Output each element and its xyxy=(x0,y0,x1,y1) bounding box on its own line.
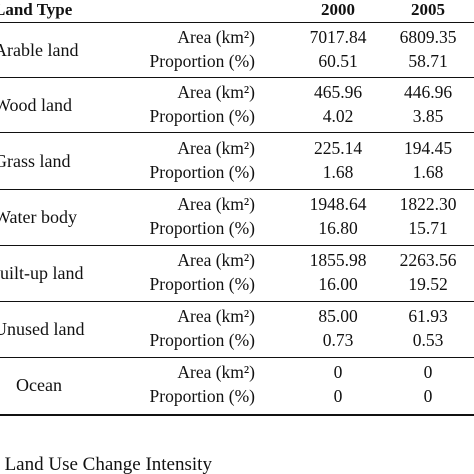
land-type-label: Wood land xyxy=(0,95,73,115)
metric-area-label: Area (km²) xyxy=(177,27,255,47)
metric-proportion-label: Proportion (%) xyxy=(149,51,255,71)
table-row: Grass land Area (km²) Proportion (%) 225… xyxy=(0,134,474,188)
land-type-label: Grass land xyxy=(0,151,71,171)
table-bottom-rule xyxy=(0,414,474,416)
land-type-label: Unused land xyxy=(0,319,85,339)
proportion-2000-value: 16.80 xyxy=(318,218,358,238)
metric-area-label: Area (km²) xyxy=(177,362,255,382)
row-divider xyxy=(0,357,474,358)
area-2000-value: 0 xyxy=(333,362,343,382)
proportion-2005-value: 0 xyxy=(423,386,433,406)
metric-area-label: Area (km²) xyxy=(177,306,255,326)
proportion-2005-value: 3.85 xyxy=(412,106,444,126)
table-row: Ocean Area (km²) Proportion (%) 0 0 0 0 xyxy=(0,358,474,412)
proportion-2005-value: 19.52 xyxy=(408,274,448,294)
row-divider xyxy=(0,132,474,133)
proportion-2000-value: 16.00 xyxy=(318,274,358,294)
proportion-2005-value: 0.53 xyxy=(412,330,444,350)
area-2005-value: 0 xyxy=(423,362,433,382)
proportion-2005-value: 1.68 xyxy=(412,162,444,182)
metric-proportion-label: Proportion (%) xyxy=(149,218,255,238)
area-2000-value: 1855.98 xyxy=(309,250,367,270)
caption-text: of Land Use Change Intensity xyxy=(0,454,212,474)
area-2005-value: 446.96 xyxy=(403,82,453,102)
metric-area-label: Area (km²) xyxy=(177,194,255,214)
table-row: Unused land Area (km²) Proportion (%) 85… xyxy=(0,302,474,356)
land-type-label: Arable land xyxy=(0,40,79,60)
table-row: Water body Area (km²) Proportion (%) 194… xyxy=(0,190,474,244)
header-year-2005: 2005 xyxy=(411,0,445,19)
area-2005-value: 1822.30 xyxy=(399,194,457,214)
metric-area-label: Area (km²) xyxy=(177,82,255,102)
area-2005-value: 6809.35 xyxy=(399,27,457,47)
proportion-2000-value: 0 xyxy=(333,386,343,406)
metric-area-label: Area (km²) xyxy=(177,138,255,158)
area-2000-value: 225.14 xyxy=(313,138,363,158)
table-row: Built-up land Area (km²) Proportion (%) … xyxy=(0,246,474,300)
row-divider xyxy=(0,301,474,302)
proportion-2000-value: 60.51 xyxy=(318,51,358,71)
row-divider xyxy=(0,245,474,246)
land-type-label: Water body xyxy=(0,207,78,227)
area-2005-value: 61.93 xyxy=(408,306,448,326)
metric-proportion-label: Proportion (%) xyxy=(149,106,255,126)
proportion-2000-value: 1.68 xyxy=(322,162,354,182)
proportion-2005-value: 58.71 xyxy=(408,51,448,71)
header-rule xyxy=(0,22,474,23)
area-2005-value: 194.45 xyxy=(403,138,453,158)
land-type-label: Ocean xyxy=(16,375,62,395)
proportion-2000-value: 0.73 xyxy=(322,330,354,350)
area-2005-value: 2263.56 xyxy=(399,250,457,270)
area-2000-value: 1948.64 xyxy=(309,194,367,214)
metric-proportion-label: Proportion (%) xyxy=(149,386,255,406)
metric-proportion-label: Proportion (%) xyxy=(149,162,255,182)
header-year-2000: 2000 xyxy=(321,0,355,19)
table-row: Arable land Area (km²) Proportion (%) 70… xyxy=(0,23,474,77)
table-row: Wood land Area (km²) Proportion (%) 465.… xyxy=(0,78,474,132)
proportion-2000-value: 4.02 xyxy=(322,106,354,126)
metric-proportion-label: Proportion (%) xyxy=(149,330,255,350)
area-2000-value: 465.96 xyxy=(313,82,363,102)
area-2000-value: 85.00 xyxy=(318,306,358,326)
row-divider xyxy=(0,77,474,78)
header-land-type: Land Type xyxy=(0,0,73,19)
proportion-2005-value: 15.71 xyxy=(408,218,448,238)
metric-area-label: Area (km²) xyxy=(177,250,255,270)
land-type-label: Built-up land xyxy=(0,263,84,283)
row-divider xyxy=(0,189,474,190)
metric-proportion-label: Proportion (%) xyxy=(149,274,255,294)
area-2000-value: 7017.84 xyxy=(309,27,367,47)
